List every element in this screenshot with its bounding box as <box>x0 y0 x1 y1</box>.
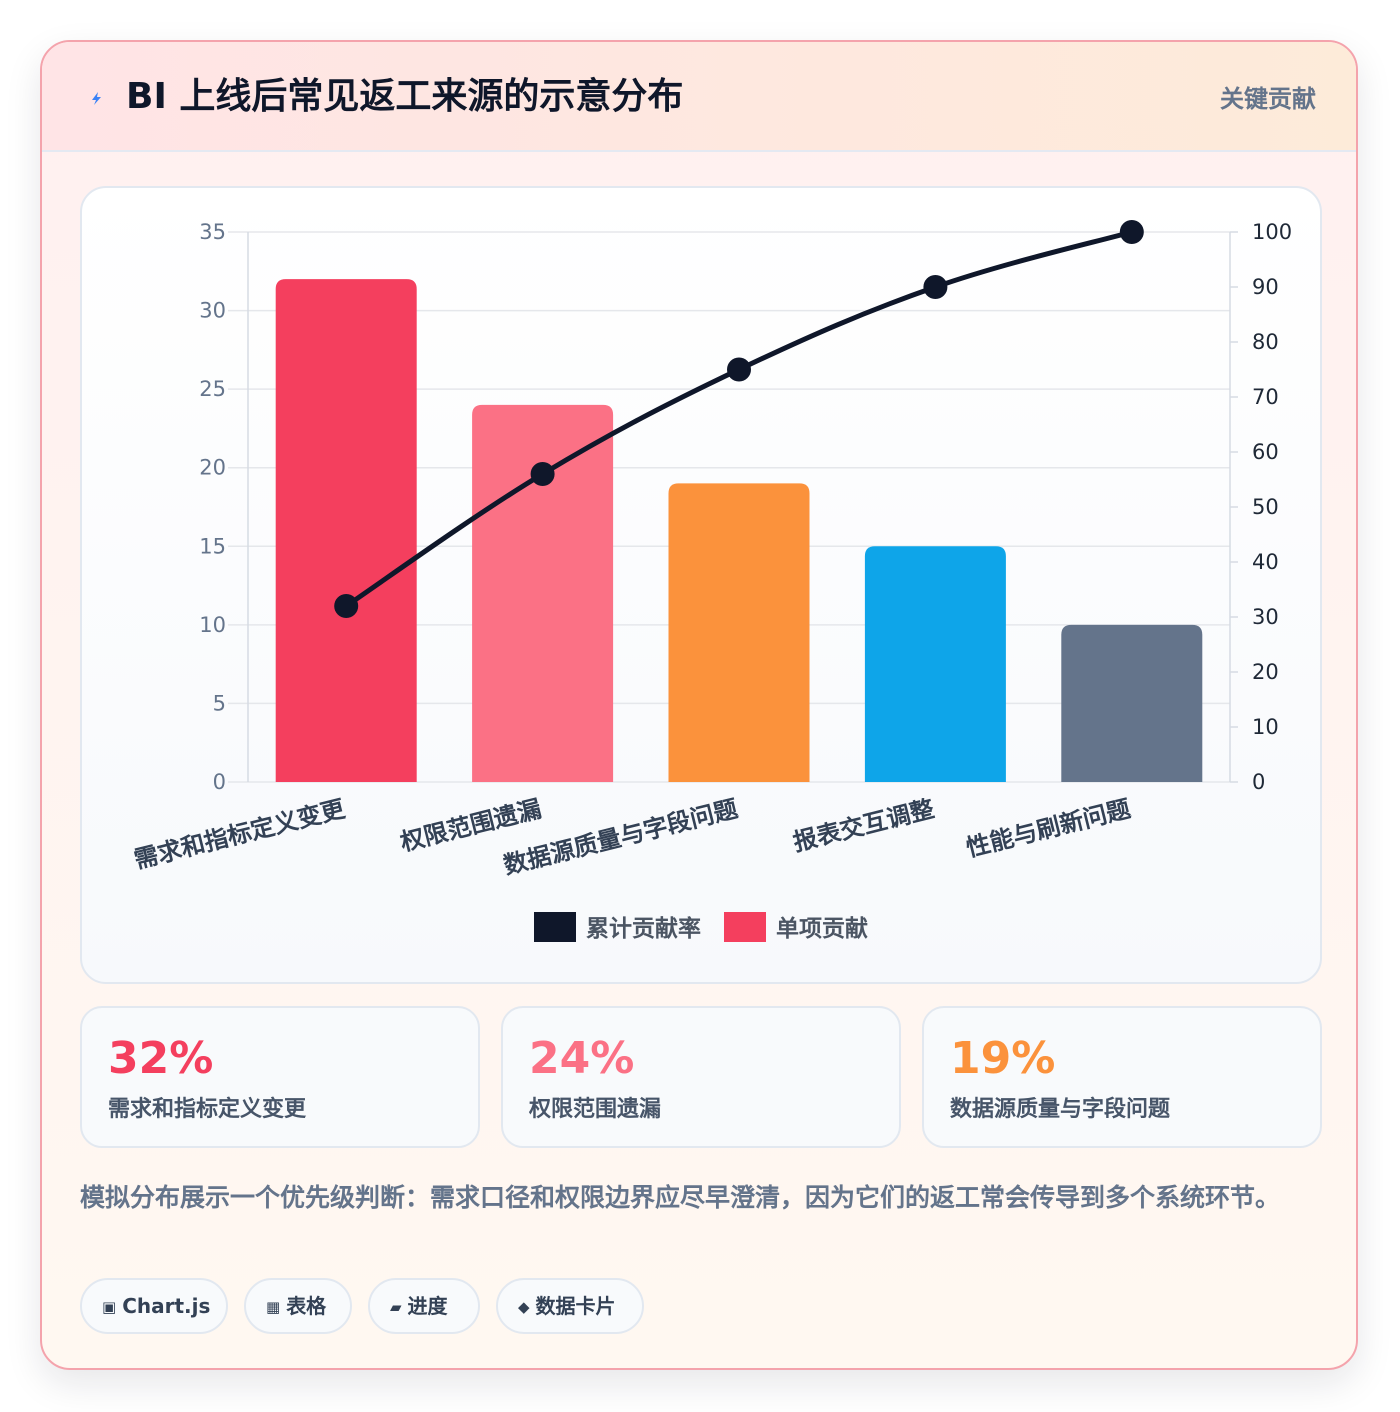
y-right-tick-label: 60 <box>1252 440 1279 464</box>
tag-label: 进度 <box>407 1294 448 1318</box>
chart-note: 模拟分布展示一个优先级判断：需求口径和权限边界应尽早澄清，因为它们的返工常会传导… <box>80 1183 1281 1212</box>
diamond-icon: ◆ <box>518 1298 530 1316</box>
y-right-tick-label: 90 <box>1252 275 1279 299</box>
tag-table[interactable]: ▦ 表格 <box>244 1278 352 1334</box>
tag-label: 表格 <box>286 1294 327 1318</box>
legend-swatch <box>724 912 766 942</box>
x-tick-label: 需求和指标定义变更 <box>131 794 348 874</box>
legend-label: 累计贡献率 <box>586 915 701 942</box>
y-right-tick-label: 20 <box>1252 660 1279 684</box>
chart-panel: 0 5 10 15 20 25 30 35 0 10 20 30 40 50 60 70 80 90 100 需求和指… <box>80 186 1322 984</box>
bar <box>275 279 417 782</box>
y-left-tick-label: 10 <box>199 613 226 637</box>
chart-card: BI 上线后常见返工来源的示意分布 关键贡献 0 5 10 15 20 25 30 35 0 10… <box>40 40 1358 1370</box>
y-right-tick-label: 100 <box>1252 220 1292 244</box>
y-left-tick-label: 30 <box>199 299 226 323</box>
y-right-tick-label: 0 <box>1252 770 1265 794</box>
y-right-tick-label: 40 <box>1252 550 1279 574</box>
y-left-tick-label: 5 <box>213 691 226 715</box>
y-left-tick-label: 25 <box>199 377 226 401</box>
bar <box>864 546 1006 782</box>
y-right-tick-label: 30 <box>1252 605 1279 629</box>
stat-card-2: 24% 权限范围遗漏 <box>501 1006 901 1148</box>
stat-value: 19% <box>950 1033 1056 1084</box>
chart-icon: ▣ <box>102 1298 117 1316</box>
bar <box>668 483 810 782</box>
y-left-tick-label: 15 <box>199 534 226 558</box>
bar <box>1061 624 1203 782</box>
table-icon: ▦ <box>266 1298 281 1316</box>
stat-label: 数据源质量与字段问题 <box>950 1097 1171 1122</box>
page-title: BI 上线后常见返工来源的示意分布 <box>126 76 684 117</box>
progress-icon: ▰ <box>390 1298 402 1316</box>
stat-value: 32% <box>108 1033 214 1084</box>
stat-label: 权限范围遗漏 <box>529 1097 662 1122</box>
stat-card-1: 32% 需求和指标定义变更 <box>80 1006 480 1148</box>
legend-label: 单项贡献 <box>776 916 868 942</box>
tag-chartjs[interactable]: ▣ Chart.js <box>80 1278 228 1334</box>
y-left-tick-label: 20 <box>199 456 226 480</box>
stat-label: 需求和指标定义变更 <box>108 1097 307 1122</box>
card-header: BI 上线后常见返工来源的示意分布 关键贡献 <box>42 42 1356 152</box>
y-left-tick-label: 0 <box>213 770 226 794</box>
x-tick-label: 报表交互调整 <box>790 795 936 857</box>
stat-card-3: 19% 数据源质量与字段问题 <box>922 1006 1322 1148</box>
y-right-tick-label: 50 <box>1252 495 1279 519</box>
tag-progress[interactable]: ▰ 进度 <box>368 1278 480 1334</box>
pareto-chart: 0 5 10 15 20 25 30 35 0 10 20 30 40 50 60 70 80 90 100 需求和指… <box>131 220 1292 942</box>
y-right-tick-label: 70 <box>1252 385 1279 409</box>
lightning-icon <box>92 92 101 105</box>
tag-label: Chart.js <box>122 1294 211 1318</box>
cumulative-point <box>530 462 555 486</box>
y-right-tick-label: 10 <box>1252 715 1279 739</box>
cumulative-point <box>923 275 948 299</box>
legend-swatch <box>534 912 576 942</box>
x-tick-label: 性能与刷新问题 <box>963 795 1133 863</box>
stat-value: 24% <box>529 1033 635 1084</box>
cumulative-point <box>727 357 751 382</box>
cumulative-point <box>1119 220 1144 244</box>
y-left-tick-label: 35 <box>199 220 226 244</box>
bar <box>472 404 614 782</box>
tag-label: 数据卡片 <box>535 1294 616 1318</box>
y-right-tick-label: 80 <box>1252 330 1279 354</box>
header-badge: 关键贡献 <box>1220 85 1316 113</box>
cumulative-point <box>334 594 359 618</box>
tag-data-card[interactable]: ◆ 数据卡片 <box>496 1278 644 1334</box>
